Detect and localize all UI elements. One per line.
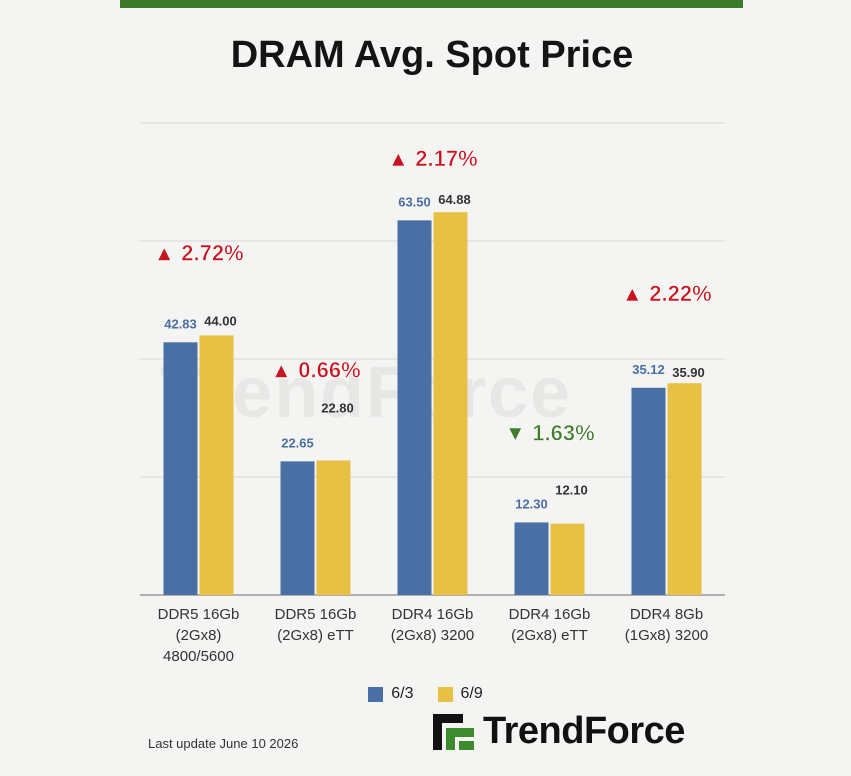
last-update-note: Last update June 10 2026 xyxy=(148,736,299,751)
legend-item-series-b: 6/9 xyxy=(437,685,483,703)
legend-swatch-series-a xyxy=(368,686,384,702)
chart-title: DRAM Avg. Spot Price xyxy=(230,34,634,76)
category-tick-label: (2Gx8) xyxy=(176,627,222,644)
trendforce-logo: TrendForce xyxy=(433,710,685,753)
category-tick-label: (2Gx8) eTT xyxy=(511,627,588,644)
category-tick-label: (2Gx8) eTT xyxy=(277,627,354,644)
change-annotation: ▼ 1.63% xyxy=(504,420,594,445)
bar xyxy=(433,212,468,595)
legend: 6/3 6/9 xyxy=(0,685,851,703)
data-label: 44.00 xyxy=(204,313,237,328)
change-annotation: ▲ 2.22% xyxy=(621,281,711,306)
category-tick-label: DDR5 16Gb xyxy=(275,606,357,623)
category-tick-label: DDR4 16Gb xyxy=(509,606,591,623)
category-tick-label: DDR5 16Gb xyxy=(158,606,240,623)
bar xyxy=(163,342,198,595)
bar-chart: 42.83 44.00 ▲ 2.72% DDR5 16Gb (2Gx8) 4800/560… xyxy=(140,122,725,665)
bar xyxy=(550,523,585,595)
change-annotation: ▲ 2.72% xyxy=(153,240,243,265)
legend-item-series-a: 6/3 xyxy=(368,685,414,703)
category-tick-label: DDR4 16Gb xyxy=(392,606,474,623)
change-annotation: ▲ 2.17% xyxy=(387,146,477,171)
data-label: 35.12 xyxy=(632,362,665,377)
data-label: 35.90 xyxy=(672,365,705,380)
bar xyxy=(514,522,549,595)
data-label: 22.65 xyxy=(281,435,314,450)
data-label: 42.83 xyxy=(164,316,197,331)
legend-label-series-b: 6/9 xyxy=(460,685,483,702)
data-label: 64.88 xyxy=(438,192,471,207)
change-annotation: ▲ 0.66% xyxy=(270,357,360,382)
data-label: 12.10 xyxy=(555,482,588,497)
bar xyxy=(667,383,702,595)
category-tick-label: (2Gx8) 3200 xyxy=(391,627,474,644)
bar xyxy=(631,387,666,595)
legend-label-series-a: 6/3 xyxy=(391,685,414,702)
bar xyxy=(316,460,351,595)
bar xyxy=(397,220,432,595)
data-label: 12.30 xyxy=(515,496,548,511)
bar xyxy=(280,461,315,595)
trendforce-logo-icon xyxy=(433,713,474,750)
logo-wordmark: TrendForce xyxy=(483,710,685,752)
legend-swatch-series-b xyxy=(437,686,453,702)
category-tick-label: DDR4 8Gb xyxy=(630,606,703,623)
category-tick-label: (1Gx8) 3200 xyxy=(625,627,708,644)
data-label: 22.80 xyxy=(321,400,354,415)
category-tick-label: 4800/5600 xyxy=(163,648,234,665)
top-accent-bar xyxy=(120,0,743,8)
bar xyxy=(199,335,234,595)
data-label: 63.50 xyxy=(398,194,431,209)
